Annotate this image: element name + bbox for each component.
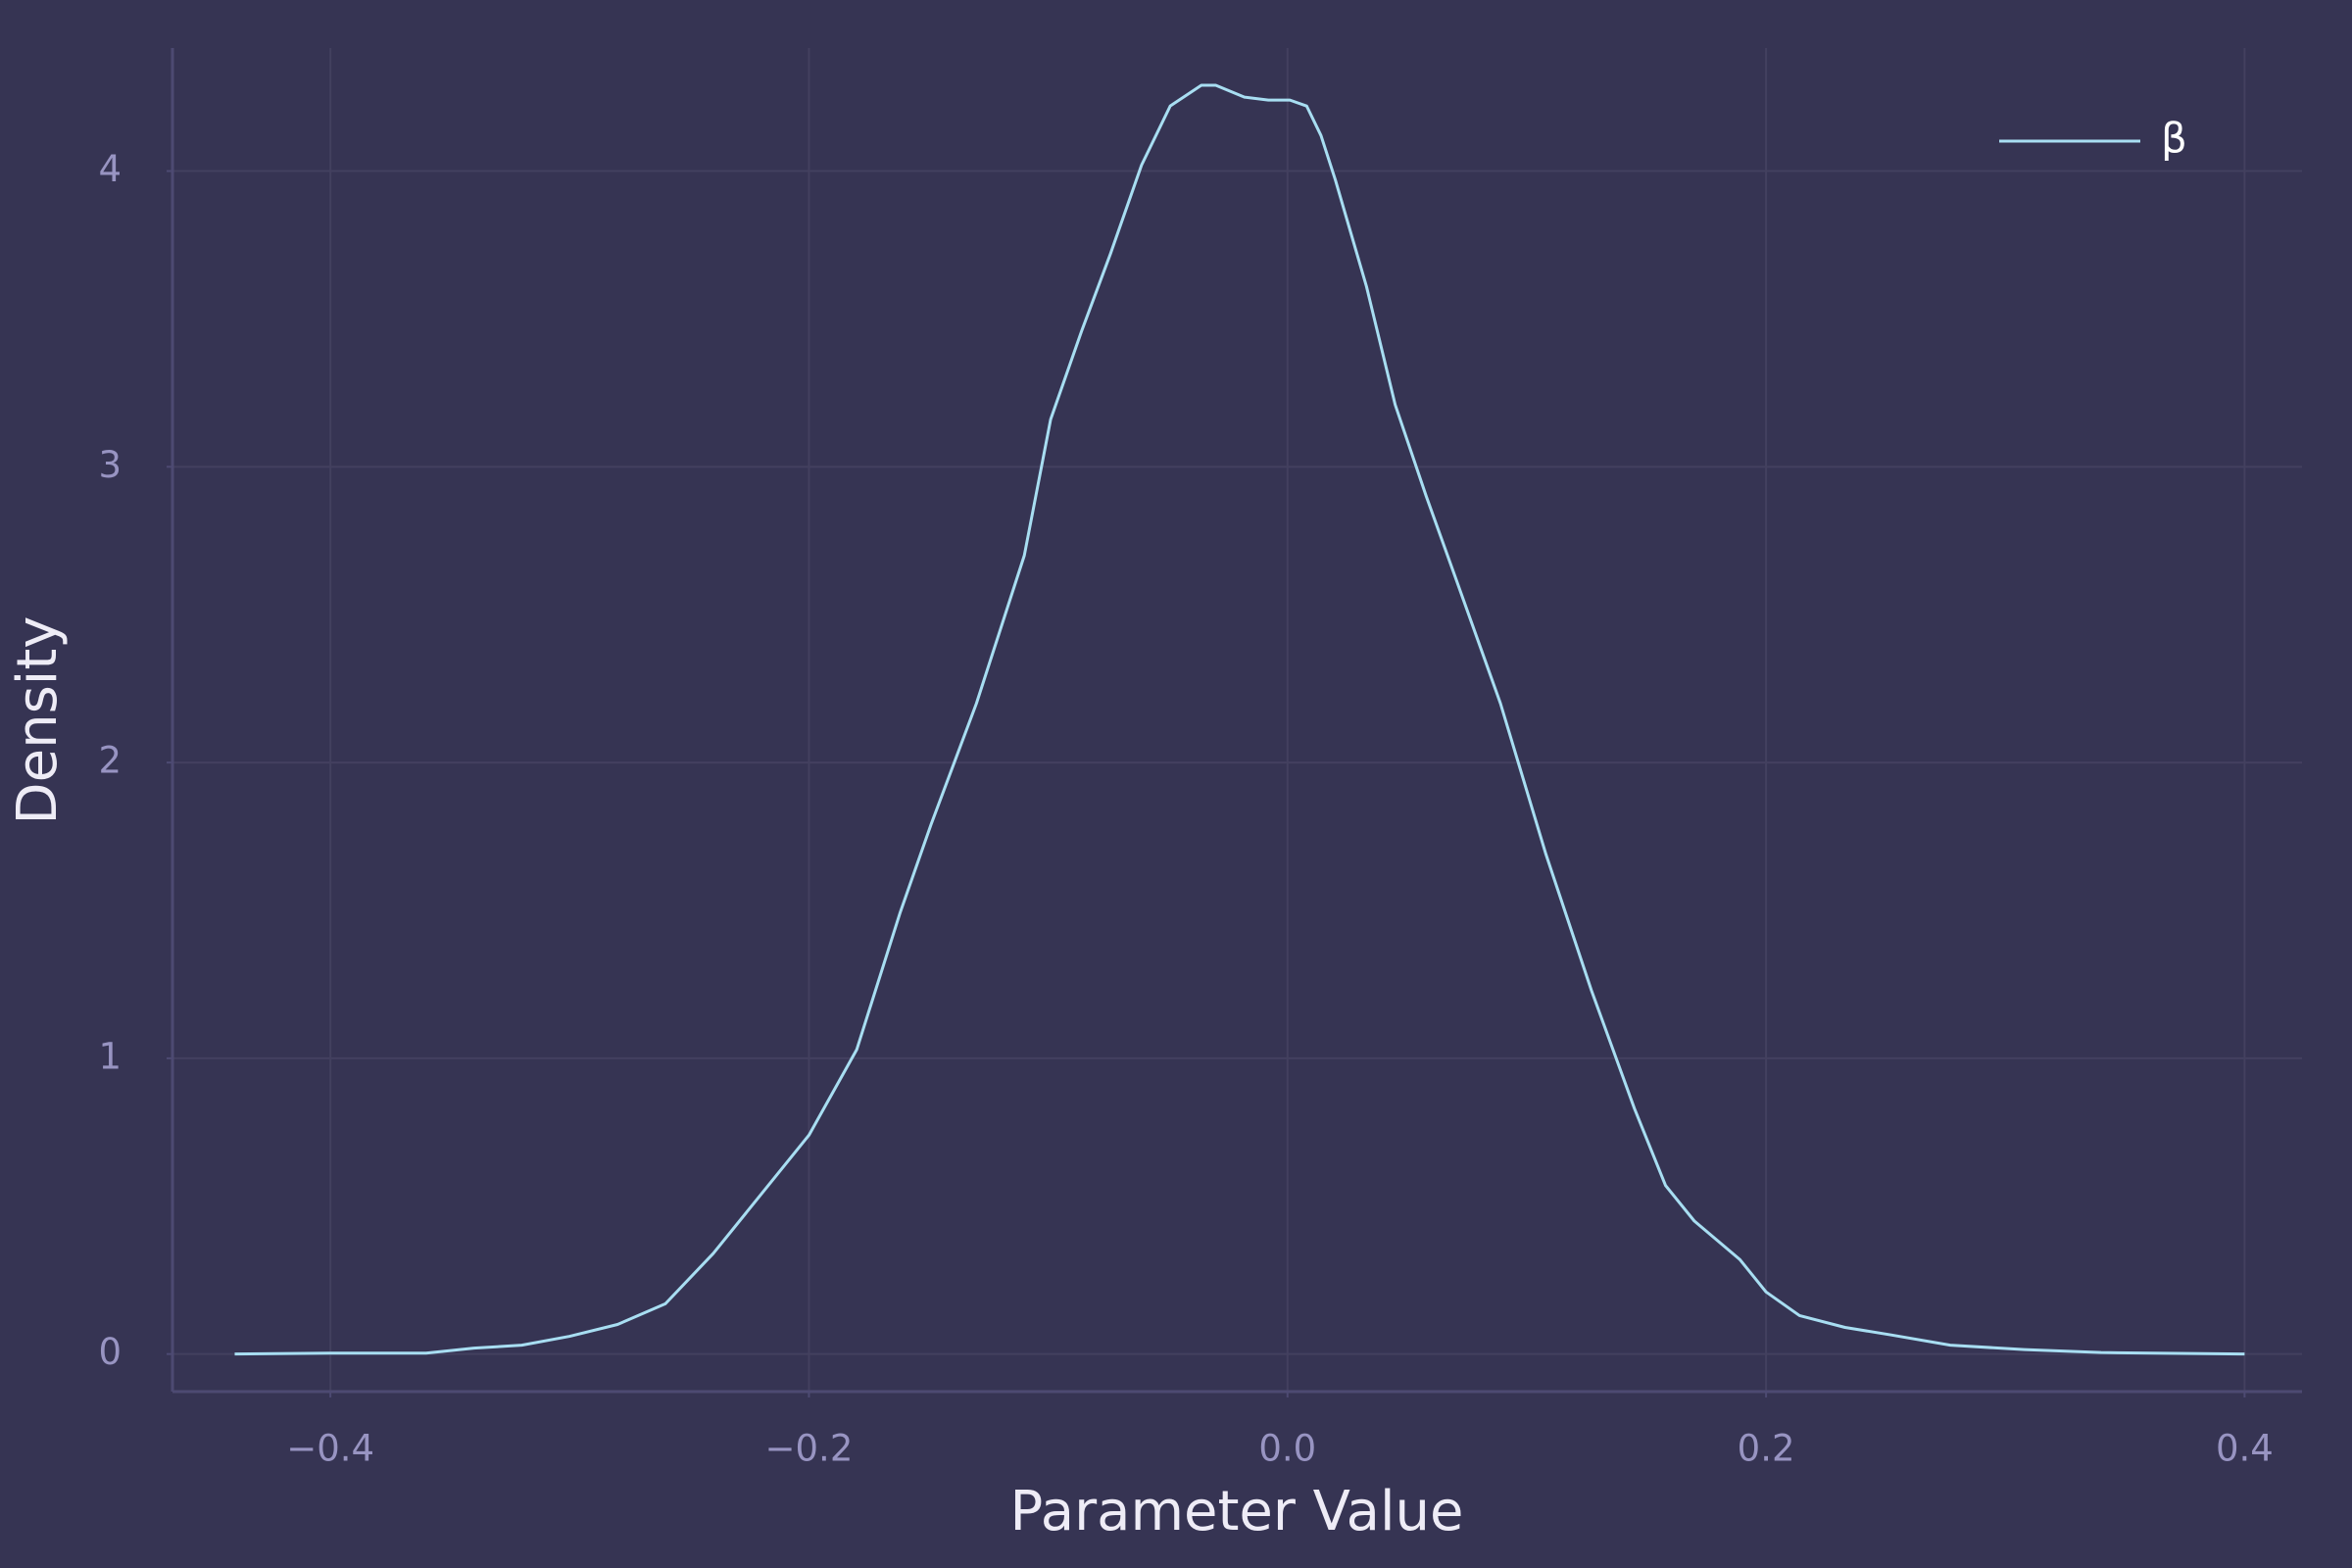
density-line — [234, 83, 2245, 1356]
x-tick-label: −0.4 — [286, 1428, 374, 1470]
x-tick-label: 0.2 — [1738, 1428, 1795, 1470]
y-tick-label: 0 — [98, 1331, 122, 1373]
y-tick-label: 4 — [98, 148, 122, 190]
x-tick-label: 0.0 — [1258, 1428, 1316, 1470]
y-tick-label: 1 — [98, 1035, 122, 1077]
y-tick-label: 3 — [98, 444, 122, 486]
x-tick-label: −0.2 — [765, 1428, 854, 1470]
legend-label: β — [2161, 115, 2187, 163]
x-tick-label: 0.4 — [2216, 1428, 2274, 1470]
y-axis-label: Density — [6, 616, 70, 825]
x-axis-label: Parameter Value — [1010, 1480, 1464, 1544]
y-tick-label: 2 — [98, 740, 122, 782]
